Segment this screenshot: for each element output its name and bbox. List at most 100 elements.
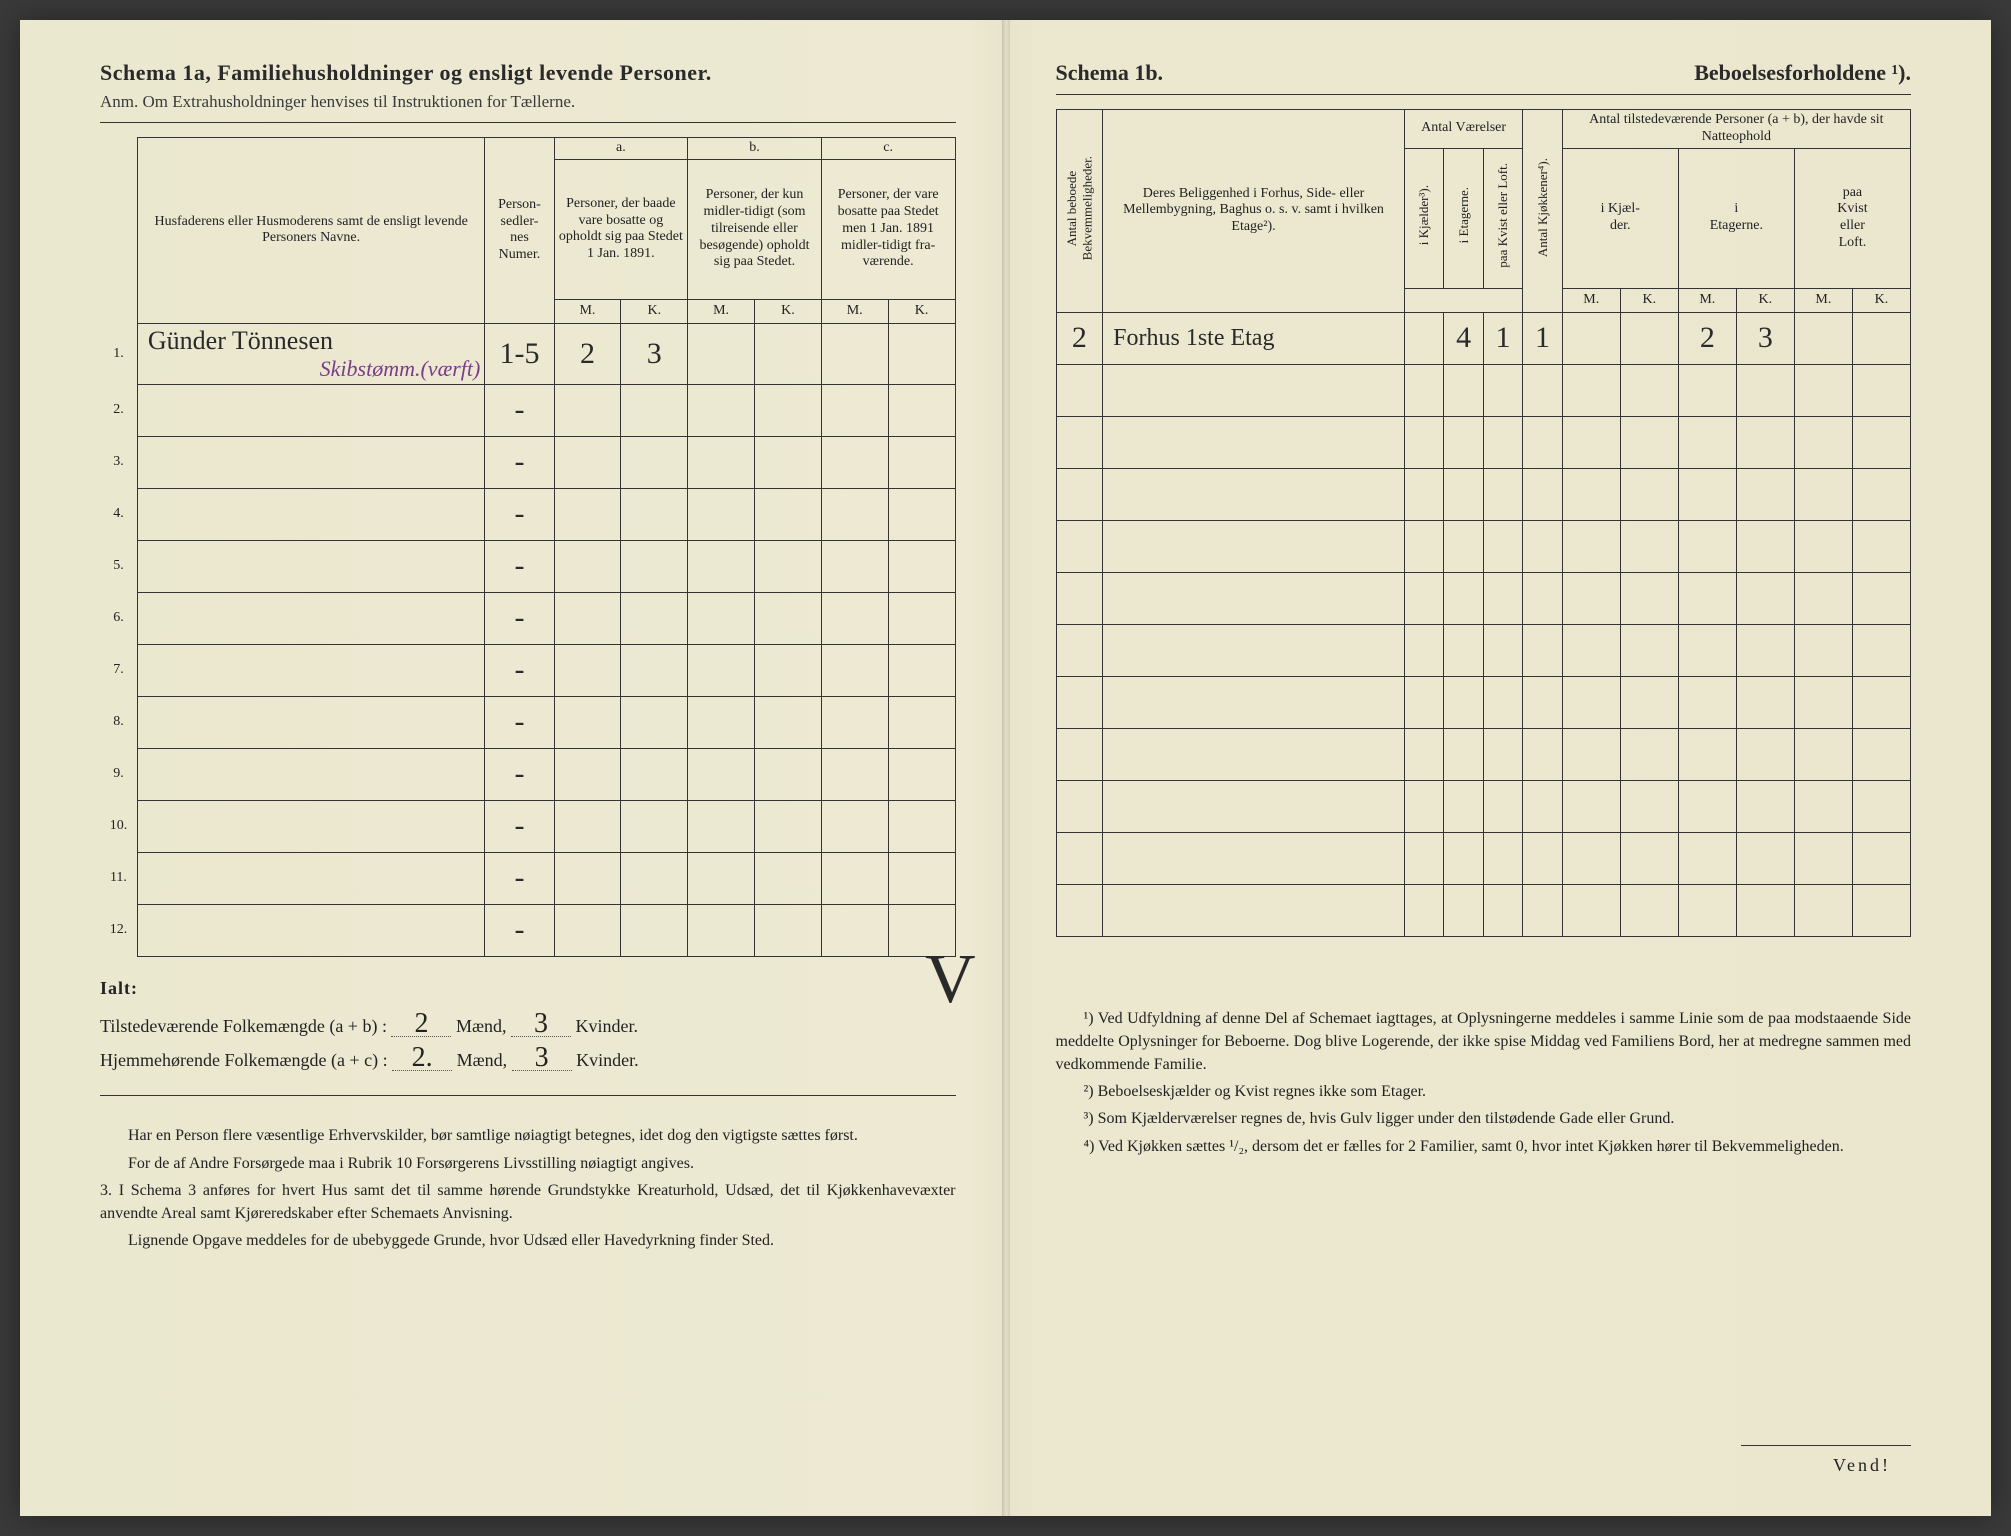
cell-name — [137, 436, 484, 488]
cell-pkK — [1620, 832, 1678, 884]
cell-kv — [1483, 624, 1522, 676]
cell-kk: 1 — [1523, 312, 1562, 364]
cell-belig — [1103, 416, 1405, 468]
cell-name — [137, 592, 484, 644]
cell-nums: - — [485, 696, 554, 748]
cell-aK — [621, 904, 688, 956]
cell-name — [137, 800, 484, 852]
cell-nums: - — [485, 852, 554, 904]
table-row — [1056, 832, 1911, 884]
cell-peM — [1678, 676, 1736, 728]
cell-cK — [888, 748, 955, 800]
cell-bK — [754, 904, 821, 956]
cell-bekv — [1056, 416, 1103, 468]
cell-pkK — [1620, 676, 1678, 728]
cell-cK — [888, 488, 955, 540]
right-page: Schema 1b. Beboelsesforholdene ¹). Antal… — [1006, 20, 1992, 1516]
cell-peK — [1736, 416, 1794, 468]
cell-belig — [1103, 884, 1405, 936]
cell-name — [137, 540, 484, 592]
left-footnotes: Har en Person flere væsentlige Erhvervsk… — [100, 1124, 956, 1252]
row-number: 11. — [100, 852, 137, 904]
cell-pkM — [1562, 676, 1620, 728]
cell-aM: 2 — [554, 323, 621, 384]
cell-kv — [1483, 572, 1522, 624]
cell-bK — [754, 436, 821, 488]
cell-pkK — [1620, 572, 1678, 624]
cell-et — [1444, 624, 1483, 676]
cell-pvK — [1852, 312, 1910, 364]
cell-pkM — [1562, 416, 1620, 468]
cell-bekv: 2 — [1056, 312, 1103, 364]
cell-pvK — [1852, 520, 1910, 572]
cell-cM — [821, 436, 888, 488]
cell-kv — [1483, 728, 1522, 780]
cell-pkK — [1620, 312, 1678, 364]
cell-peM — [1678, 520, 1736, 572]
cell-cK — [888, 323, 955, 384]
cell-pvM — [1794, 884, 1852, 936]
table-row — [1056, 364, 1911, 416]
table-row: 9.- — [100, 748, 955, 800]
row-number: 6. — [100, 592, 137, 644]
cell-peM — [1678, 884, 1736, 936]
cell-peK: 3 — [1736, 312, 1794, 364]
cell-belig — [1103, 624, 1405, 676]
cell-cM — [821, 644, 888, 696]
cell-aK — [621, 488, 688, 540]
hdr-name: Husfaderens eller Husmoderens samt de en… — [137, 138, 484, 324]
cell-bM — [688, 488, 755, 540]
cell-name — [137, 748, 484, 800]
hdr-b-label: b. — [688, 138, 822, 160]
cell-pkK — [1620, 728, 1678, 780]
cell-peK — [1736, 520, 1794, 572]
cell-cM — [821, 748, 888, 800]
cell-cK — [888, 540, 955, 592]
cell-aK — [621, 436, 688, 488]
cell-et — [1444, 780, 1483, 832]
cell-pkK — [1620, 364, 1678, 416]
cell-et — [1444, 572, 1483, 624]
cell-kj — [1404, 884, 1443, 936]
table-row: 12.- — [100, 904, 955, 956]
cell-aM — [554, 540, 621, 592]
hdr-v-etag: i Etagerne. — [1444, 148, 1483, 288]
table-row: 6.- — [100, 592, 955, 644]
cell-peK — [1736, 780, 1794, 832]
cell-bK — [754, 852, 821, 904]
table-row: 7.- — [100, 644, 955, 696]
cell-bekv — [1056, 728, 1103, 780]
hdr-present: Antal tilstedeværende Personer (a + b), … — [1562, 110, 1910, 149]
cell-bekv — [1056, 832, 1103, 884]
cell-nums: - — [485, 800, 554, 852]
cell-pvK — [1852, 884, 1910, 936]
hdr-aM: M. — [554, 299, 621, 323]
cell-aK — [621, 852, 688, 904]
table-row: 4.- — [100, 488, 955, 540]
hdr-c-label: c. — [821, 138, 955, 160]
cell-cM — [821, 488, 888, 540]
cell-pvK — [1852, 780, 1910, 832]
total-tilstede: Tilstedeværende Folkemængde (a + b) : 2 … — [100, 1009, 956, 1043]
cell-bM — [688, 592, 755, 644]
hdr-v-kjael: i Kjælder³). — [1404, 148, 1443, 288]
cell-pkK — [1620, 884, 1678, 936]
rule2 — [100, 1095, 956, 1096]
hdr-v-kvist: paa Kvist eller Loft. — [1483, 148, 1522, 288]
cell-kj — [1404, 572, 1443, 624]
cell-kk — [1523, 832, 1562, 884]
cell-nums: - — [485, 488, 554, 540]
cell-aM — [554, 696, 621, 748]
cell-peM — [1678, 780, 1736, 832]
cell-kj — [1404, 780, 1443, 832]
hdr-p-kjael: i Kjæl- der. — [1562, 148, 1678, 288]
cell-pvM — [1794, 572, 1852, 624]
table-row — [1056, 468, 1911, 520]
cell-bekv — [1056, 884, 1103, 936]
row-number: 3. — [100, 436, 137, 488]
cell-pvM — [1794, 676, 1852, 728]
cell-peM — [1678, 364, 1736, 416]
cell-aM — [554, 904, 621, 956]
cell-kj — [1404, 676, 1443, 728]
cell-kj — [1404, 520, 1443, 572]
